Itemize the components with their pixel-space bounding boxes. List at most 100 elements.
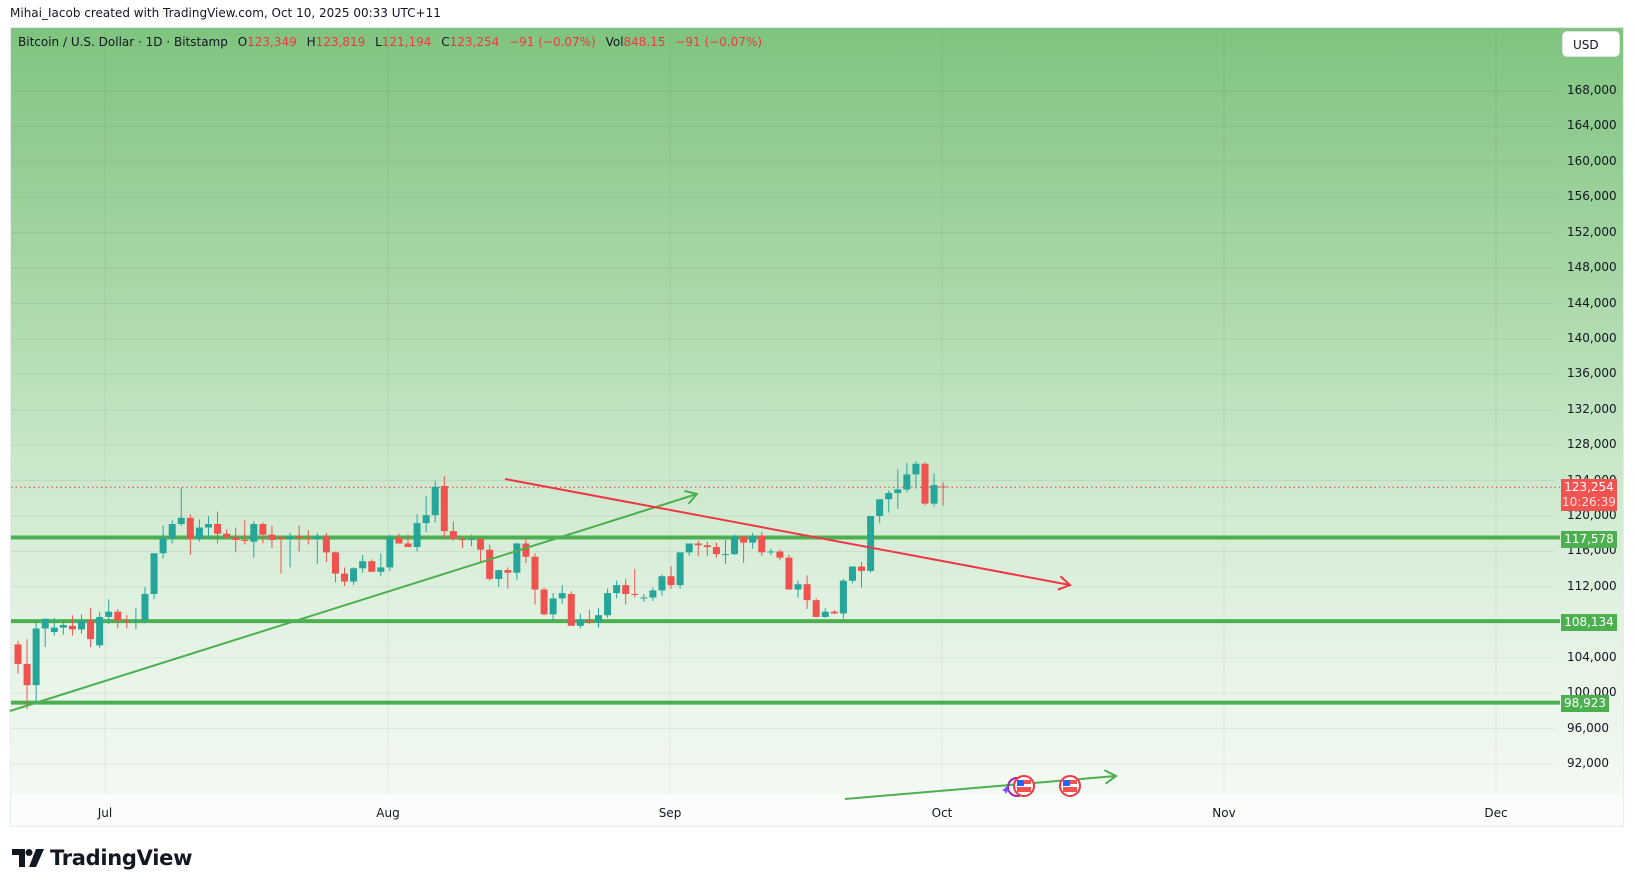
- candle-body[interactable]: [876, 499, 884, 517]
- candle-body[interactable]: [50, 627, 58, 633]
- candle-body[interactable]: [812, 600, 820, 617]
- candle-body[interactable]: [404, 543, 412, 548]
- tradingview-logo[interactable]: TradingView: [12, 846, 192, 870]
- candle-body[interactable]: [794, 584, 802, 590]
- candle-body[interactable]: [567, 593, 575, 626]
- candle-body[interactable]: [350, 568, 358, 582]
- candle-body[interactable]: [286, 536, 294, 540]
- candle-body[interactable]: [495, 570, 503, 579]
- candle-body[interactable]: [776, 551, 784, 558]
- candle-body[interactable]: [513, 543, 521, 573]
- candle-body[interactable]: [594, 615, 602, 623]
- candle-body[interactable]: [531, 556, 539, 590]
- candle-body[interactable]: [640, 597, 648, 599]
- chart-plot-area[interactable]: [11, 28, 1623, 826]
- candle-body[interactable]: [23, 663, 31, 686]
- candle-body[interactable]: [803, 584, 811, 601]
- candle-body[interactable]: [195, 527, 203, 540]
- candle-body[interactable]: [87, 620, 95, 640]
- candle-body[interactable]: [667, 576, 675, 586]
- candle-body[interactable]: [740, 536, 748, 543]
- candle-body[interactable]: [41, 618, 49, 629]
- candle-body[interactable]: [604, 593, 612, 616]
- candle-body[interactable]: [304, 538, 312, 540]
- candle-body[interactable]: [331, 552, 339, 574]
- candle-body[interactable]: [848, 566, 856, 581]
- candle-body[interactable]: [658, 576, 666, 591]
- candle-body[interactable]: [377, 567, 385, 572]
- candle-body[interactable]: [477, 539, 485, 550]
- candle-body[interactable]: [694, 543, 702, 546]
- candle-body[interactable]: [386, 537, 394, 568]
- candle-body[interactable]: [241, 539, 249, 541]
- candle-body[interactable]: [186, 517, 194, 540]
- candle-body[interactable]: [749, 535, 757, 543]
- candle-body[interactable]: [903, 474, 911, 490]
- candle-body[interactable]: [867, 516, 875, 571]
- candle-body[interactable]: [141, 593, 149, 621]
- candle-body[interactable]: [839, 580, 847, 614]
- candle-body[interactable]: [486, 549, 494, 579]
- candle-body[interactable]: [785, 557, 793, 590]
- candle-body[interactable]: [468, 539, 475, 541]
- candle-body[interactable]: [767, 551, 775, 553]
- candle-body[interactable]: [449, 531, 457, 540]
- candle-body[interactable]: [68, 625, 76, 630]
- candle-body[interactable]: [576, 619, 584, 626]
- candle-body[interactable]: [685, 543, 693, 553]
- candle-body[interactable]: [123, 620, 131, 622]
- candle-body[interactable]: [431, 486, 439, 516]
- candle-body[interactable]: [322, 536, 330, 553]
- candle-body[interactable]: [277, 537, 285, 540]
- candle-body[interactable]: [622, 585, 630, 594]
- candle-body[interactable]: [504, 570, 512, 573]
- downtrend-arrow[interactable]: [504, 478, 1071, 586]
- candle-body[interactable]: [921, 463, 929, 504]
- candle-body[interactable]: [32, 628, 40, 686]
- candle-body[interactable]: [214, 524, 222, 534]
- candle-body[interactable]: [440, 485, 448, 532]
- candle-body[interactable]: [259, 524, 267, 535]
- candle-body[interactable]: [413, 523, 421, 548]
- candle-body[interactable]: [159, 538, 167, 554]
- candle-body[interactable]: [250, 524, 258, 542]
- candle-body[interactable]: [105, 611, 113, 617]
- candle-body[interactable]: [613, 585, 621, 594]
- candle-body[interactable]: [712, 547, 720, 555]
- candle-body[interactable]: [96, 616, 104, 646]
- candle-body[interactable]: [77, 620, 85, 630]
- candle-body[interactable]: [204, 524, 212, 528]
- candle-body[interactable]: [894, 489, 902, 494]
- candle-body[interactable]: [858, 566, 866, 571]
- candle-body[interactable]: [268, 534, 276, 540]
- candle-body[interactable]: [150, 553, 158, 594]
- currency-button[interactable]: USD: [1562, 31, 1620, 57]
- candle-body[interactable]: [540, 589, 548, 615]
- candle-body[interactable]: [930, 485, 938, 504]
- candle-body[interactable]: [912, 463, 920, 475]
- candle-body[interactable]: [830, 611, 838, 614]
- candle-body[interactable]: [758, 535, 766, 553]
- candle-body[interactable]: [522, 543, 530, 557]
- candle-body[interactable]: [341, 573, 349, 582]
- candle-body[interactable]: [585, 620, 593, 623]
- candle-body[interactable]: [177, 517, 185, 525]
- candle-body[interactable]: [558, 593, 566, 599]
- candle-body[interactable]: [649, 590, 657, 598]
- candle-body[interactable]: [368, 561, 376, 572]
- candle-body[interactable]: [395, 537, 403, 544]
- candle-body[interactable]: [885, 493, 893, 500]
- candle-body[interactable]: [132, 620, 140, 622]
- candle-body[interactable]: [422, 515, 430, 524]
- candle-body[interactable]: [59, 624, 67, 628]
- candle-body[interactable]: [821, 611, 829, 617]
- candle-body[interactable]: [549, 598, 557, 615]
- candle-body[interactable]: [703, 545, 711, 548]
- candle-body[interactable]: [939, 486, 947, 488]
- candle-body[interactable]: [313, 536, 321, 540]
- candle-body[interactable]: [295, 536, 303, 539]
- candle-body[interactable]: [232, 537, 240, 540]
- candle-body[interactable]: [223, 533, 231, 538]
- candle-body[interactable]: [114, 611, 122, 621]
